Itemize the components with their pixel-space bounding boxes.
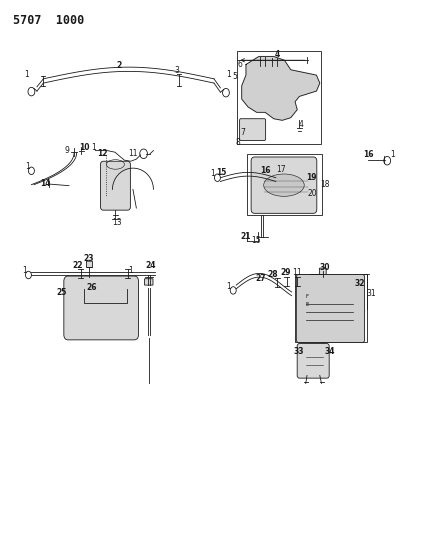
Text: 13: 13: [112, 219, 122, 228]
FancyBboxPatch shape: [297, 344, 329, 378]
Text: 3: 3: [175, 66, 179, 75]
Text: 10: 10: [80, 143, 90, 152]
Bar: [295, 274, 367, 342]
Bar: [247, 154, 322, 215]
Text: 16: 16: [260, 166, 270, 175]
Text: 31: 31: [366, 288, 376, 297]
Text: 8: 8: [235, 138, 240, 147]
Text: 4: 4: [299, 119, 304, 128]
Text: 17: 17: [276, 165, 286, 174]
Text: 16: 16: [363, 150, 374, 159]
Text: 6: 6: [237, 60, 242, 69]
FancyBboxPatch shape: [101, 161, 131, 210]
Text: 5: 5: [232, 71, 237, 80]
FancyBboxPatch shape: [251, 157, 317, 213]
Text: 25: 25: [56, 287, 67, 296]
Text: 12: 12: [97, 149, 107, 158]
Polygon shape: [242, 56, 320, 120]
Text: 24: 24: [146, 261, 156, 270]
Text: E: E: [306, 302, 309, 308]
FancyBboxPatch shape: [64, 276, 139, 340]
Text: 32: 32: [355, 279, 365, 288]
Text: 27: 27: [256, 273, 266, 282]
Text: 2: 2: [117, 61, 122, 70]
Text: F: F: [306, 294, 309, 300]
Text: 1: 1: [22, 266, 27, 275]
Text: 4: 4: [274, 51, 280, 59]
Ellipse shape: [264, 174, 304, 196]
Text: 7: 7: [241, 128, 245, 137]
FancyBboxPatch shape: [296, 274, 365, 343]
Text: 26: 26: [86, 283, 97, 292]
FancyBboxPatch shape: [145, 279, 153, 285]
Text: 1: 1: [128, 266, 133, 275]
Text: 1: 1: [226, 70, 231, 78]
Text: 11: 11: [128, 149, 138, 158]
Text: 28: 28: [268, 270, 278, 279]
Text: 18: 18: [320, 180, 330, 189]
Text: 14: 14: [40, 179, 51, 188]
Text: 1: 1: [296, 269, 301, 277]
Text: 19: 19: [306, 173, 317, 182]
Text: 30: 30: [320, 263, 330, 272]
Text: 20: 20: [307, 189, 317, 198]
Text: 29: 29: [280, 269, 291, 277]
Text: 9: 9: [65, 146, 70, 155]
Text: 21: 21: [240, 232, 250, 241]
FancyBboxPatch shape: [319, 268, 326, 274]
Text: 1: 1: [210, 169, 215, 178]
Text: 1: 1: [226, 281, 231, 290]
Text: 1: 1: [390, 150, 395, 159]
Text: 33: 33: [293, 347, 304, 356]
Text: 1: 1: [292, 269, 297, 277]
Text: 34: 34: [325, 347, 335, 356]
Text: 1: 1: [91, 143, 96, 152]
FancyBboxPatch shape: [86, 261, 92, 268]
Text: 1: 1: [25, 162, 30, 171]
Text: 15: 15: [217, 168, 227, 177]
Text: 22: 22: [72, 261, 83, 270]
Text: 1: 1: [24, 70, 29, 78]
Text: 15: 15: [251, 237, 261, 246]
FancyBboxPatch shape: [240, 119, 266, 141]
Text: 23: 23: [83, 254, 93, 263]
Bar: [238, 51, 321, 144]
Text: 5707  1000: 5707 1000: [14, 14, 85, 27]
